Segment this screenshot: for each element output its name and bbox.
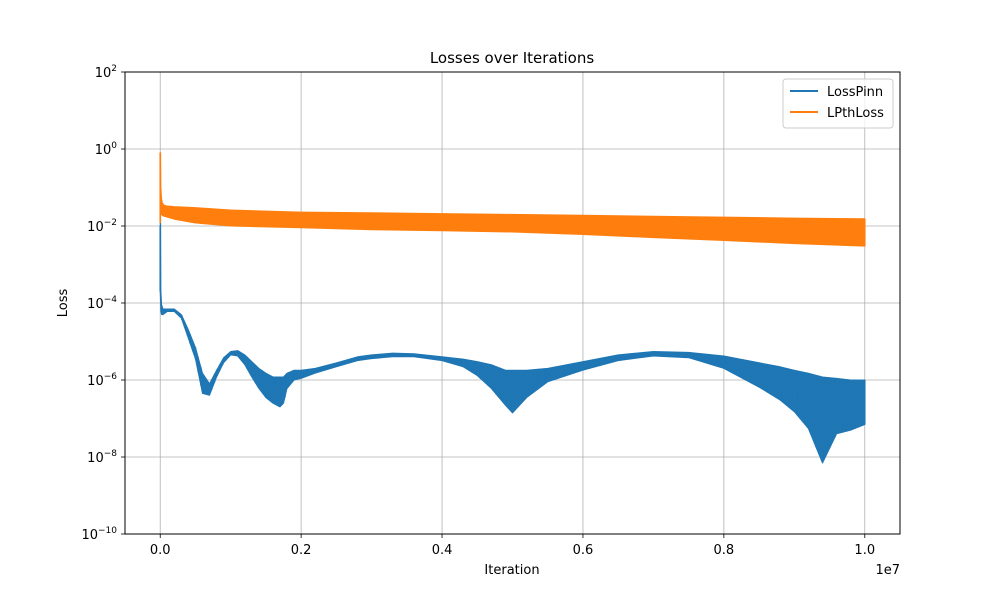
y-tick-label: 100 (95, 141, 118, 158)
x-tick-label: 0.6 (573, 543, 594, 558)
y-tick-exponent: −4 (104, 295, 118, 305)
series-group (159, 152, 866, 464)
y-tick-base: 10 (87, 297, 104, 312)
y-tick-exponent: −2 (104, 218, 117, 228)
x-axis-offset-label: 1e7 (875, 563, 900, 578)
y-tick-exponent: −10 (98, 526, 117, 536)
series-texture-lpthloss (159, 152, 866, 247)
y-tick-label: 10−4 (87, 295, 117, 312)
x-axis-label: Iteration (484, 563, 539, 578)
chart-title: Losses over Iterations (430, 49, 595, 67)
y-tick-base: 10 (87, 374, 104, 389)
y-tick-base: 10 (95, 143, 112, 158)
x-tick-label: 0.0 (150, 543, 171, 558)
y-tick-base: 10 (81, 528, 98, 543)
legend: LossPinn LPthLoss (782, 78, 894, 129)
y-tick-exponent: 0 (111, 141, 117, 151)
y-tick-base: 10 (95, 66, 112, 81)
y-tick-base: 10 (87, 220, 104, 235)
x-tick-label: 0.2 (291, 543, 312, 558)
legend-label-losspinn: LossPinn (827, 85, 883, 100)
series-texture-losspinn (159, 226, 866, 461)
y-axis-label: Loss (56, 289, 71, 318)
y-tick-label: 10−8 (87, 449, 117, 466)
x-tick-label: 0.4 (432, 543, 453, 558)
y-tick-base: 10 (87, 451, 104, 466)
y-tick-label: 102 (95, 64, 117, 81)
y-tick-exponent: −8 (104, 449, 118, 459)
y-tick-label: 10−10 (81, 526, 117, 543)
series-losspinn (159, 213, 866, 464)
series-lpthloss (159, 152, 866, 247)
x-tick-label: 0.8 (714, 543, 735, 558)
y-tick-exponent: 2 (111, 64, 117, 74)
y-tick-label: 10−2 (87, 218, 117, 235)
y-tick-label: 10−6 (87, 372, 117, 389)
legend-label-lpthloss: LPthLoss (827, 106, 884, 121)
x-axis-ticks: 0.0 0.2 0.4 0.6 0.8 1.0 (150, 534, 875, 558)
x-tick-label: 1.0 (854, 543, 875, 558)
y-tick-exponent: −6 (104, 372, 118, 382)
